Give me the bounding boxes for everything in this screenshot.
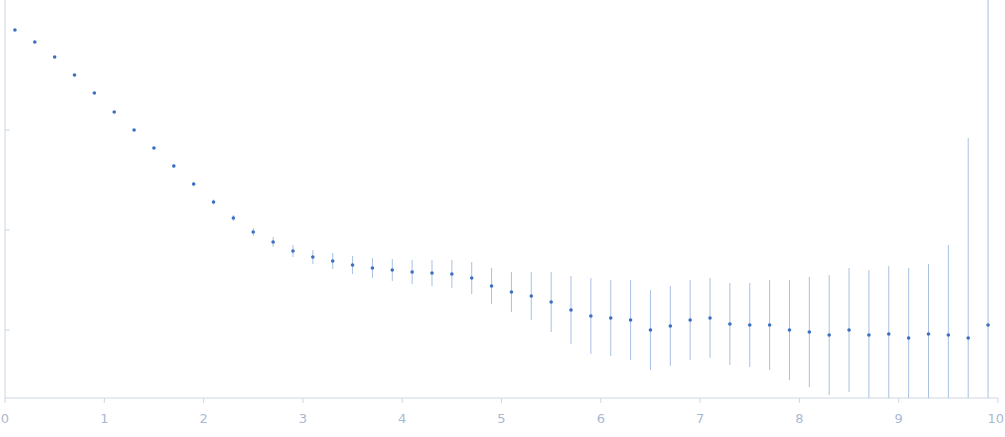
y-axis	[5, 0, 6, 398]
data-point	[331, 259, 335, 263]
data-point	[172, 164, 176, 168]
data-point	[529, 294, 533, 298]
data-point	[966, 336, 970, 340]
data-point	[947, 333, 951, 337]
data-point	[73, 73, 77, 77]
data-point	[748, 323, 752, 327]
data-point	[430, 271, 434, 275]
data-point	[450, 272, 454, 276]
data-point	[569, 308, 573, 312]
data-point	[351, 263, 355, 267]
data-point	[688, 318, 692, 322]
data-point	[867, 333, 871, 337]
y-tick	[5, 330, 10, 331]
data-point	[808, 330, 812, 334]
x-tick-label: 8	[795, 411, 803, 426]
x-tick	[302, 398, 303, 403]
data-point	[649, 328, 653, 332]
x-tick	[700, 398, 701, 403]
x-tick-label: 2	[199, 411, 207, 426]
data-point	[192, 182, 196, 186]
data-group	[13, 0, 990, 398]
error-bar	[928, 264, 929, 398]
x-tick	[998, 398, 999, 403]
x-tick	[898, 398, 899, 403]
error-bar	[968, 138, 969, 398]
x-tick	[402, 398, 403, 403]
data-point	[390, 268, 394, 272]
data-point	[152, 146, 156, 150]
data-point	[827, 333, 831, 337]
data-point	[112, 110, 116, 114]
data-point	[271, 240, 275, 244]
data-point	[629, 318, 633, 322]
x-tick-label: 7	[696, 411, 704, 426]
error-bar	[888, 266, 889, 398]
x-tick-label: 6	[597, 411, 605, 426]
x-tick-label: 0	[1, 411, 9, 426]
data-point	[549, 300, 553, 304]
data-point	[33, 40, 37, 44]
data-point	[609, 316, 613, 320]
data-point	[311, 255, 315, 259]
data-point	[907, 336, 911, 340]
data-point	[410, 270, 414, 274]
x-tick-label: 10	[987, 411, 1004, 426]
data-point	[927, 332, 931, 336]
data-point	[212, 200, 216, 204]
data-point	[470, 276, 474, 280]
x-tick-label: 1	[100, 411, 108, 426]
data-point	[887, 332, 891, 336]
data-point	[986, 323, 990, 327]
data-point	[669, 324, 673, 328]
data-point	[728, 322, 732, 326]
data-point	[53, 55, 57, 59]
data-point	[510, 290, 514, 294]
y-tick	[5, 230, 10, 231]
data-point	[589, 314, 593, 318]
x-tick	[104, 398, 105, 403]
x-tick-label: 9	[895, 411, 903, 426]
x-tick	[203, 398, 204, 403]
error-bar	[908, 268, 909, 398]
data-point	[847, 328, 851, 332]
data-point	[291, 249, 295, 253]
data-point	[13, 28, 17, 32]
data-point	[93, 91, 97, 95]
x-tick	[5, 398, 6, 403]
data-point	[768, 323, 772, 327]
error-bar	[948, 245, 949, 398]
data-point	[232, 216, 236, 220]
data-point	[490, 284, 494, 288]
x-tick-label: 5	[497, 411, 505, 426]
data-point	[132, 128, 136, 132]
x-tick	[600, 398, 601, 403]
chart: 0 1 2 3 4 5 6 7 8 9 10	[0, 0, 1005, 437]
x-tick	[501, 398, 502, 403]
x-tick-label: 3	[299, 411, 307, 426]
error-bar	[988, 0, 989, 398]
x-tick	[799, 398, 800, 403]
data-point	[708, 316, 712, 320]
data-point	[251, 230, 255, 234]
x-tick-label: 4	[398, 411, 406, 426]
data-point	[371, 266, 375, 270]
data-point	[788, 328, 792, 332]
y-tick	[5, 130, 10, 131]
